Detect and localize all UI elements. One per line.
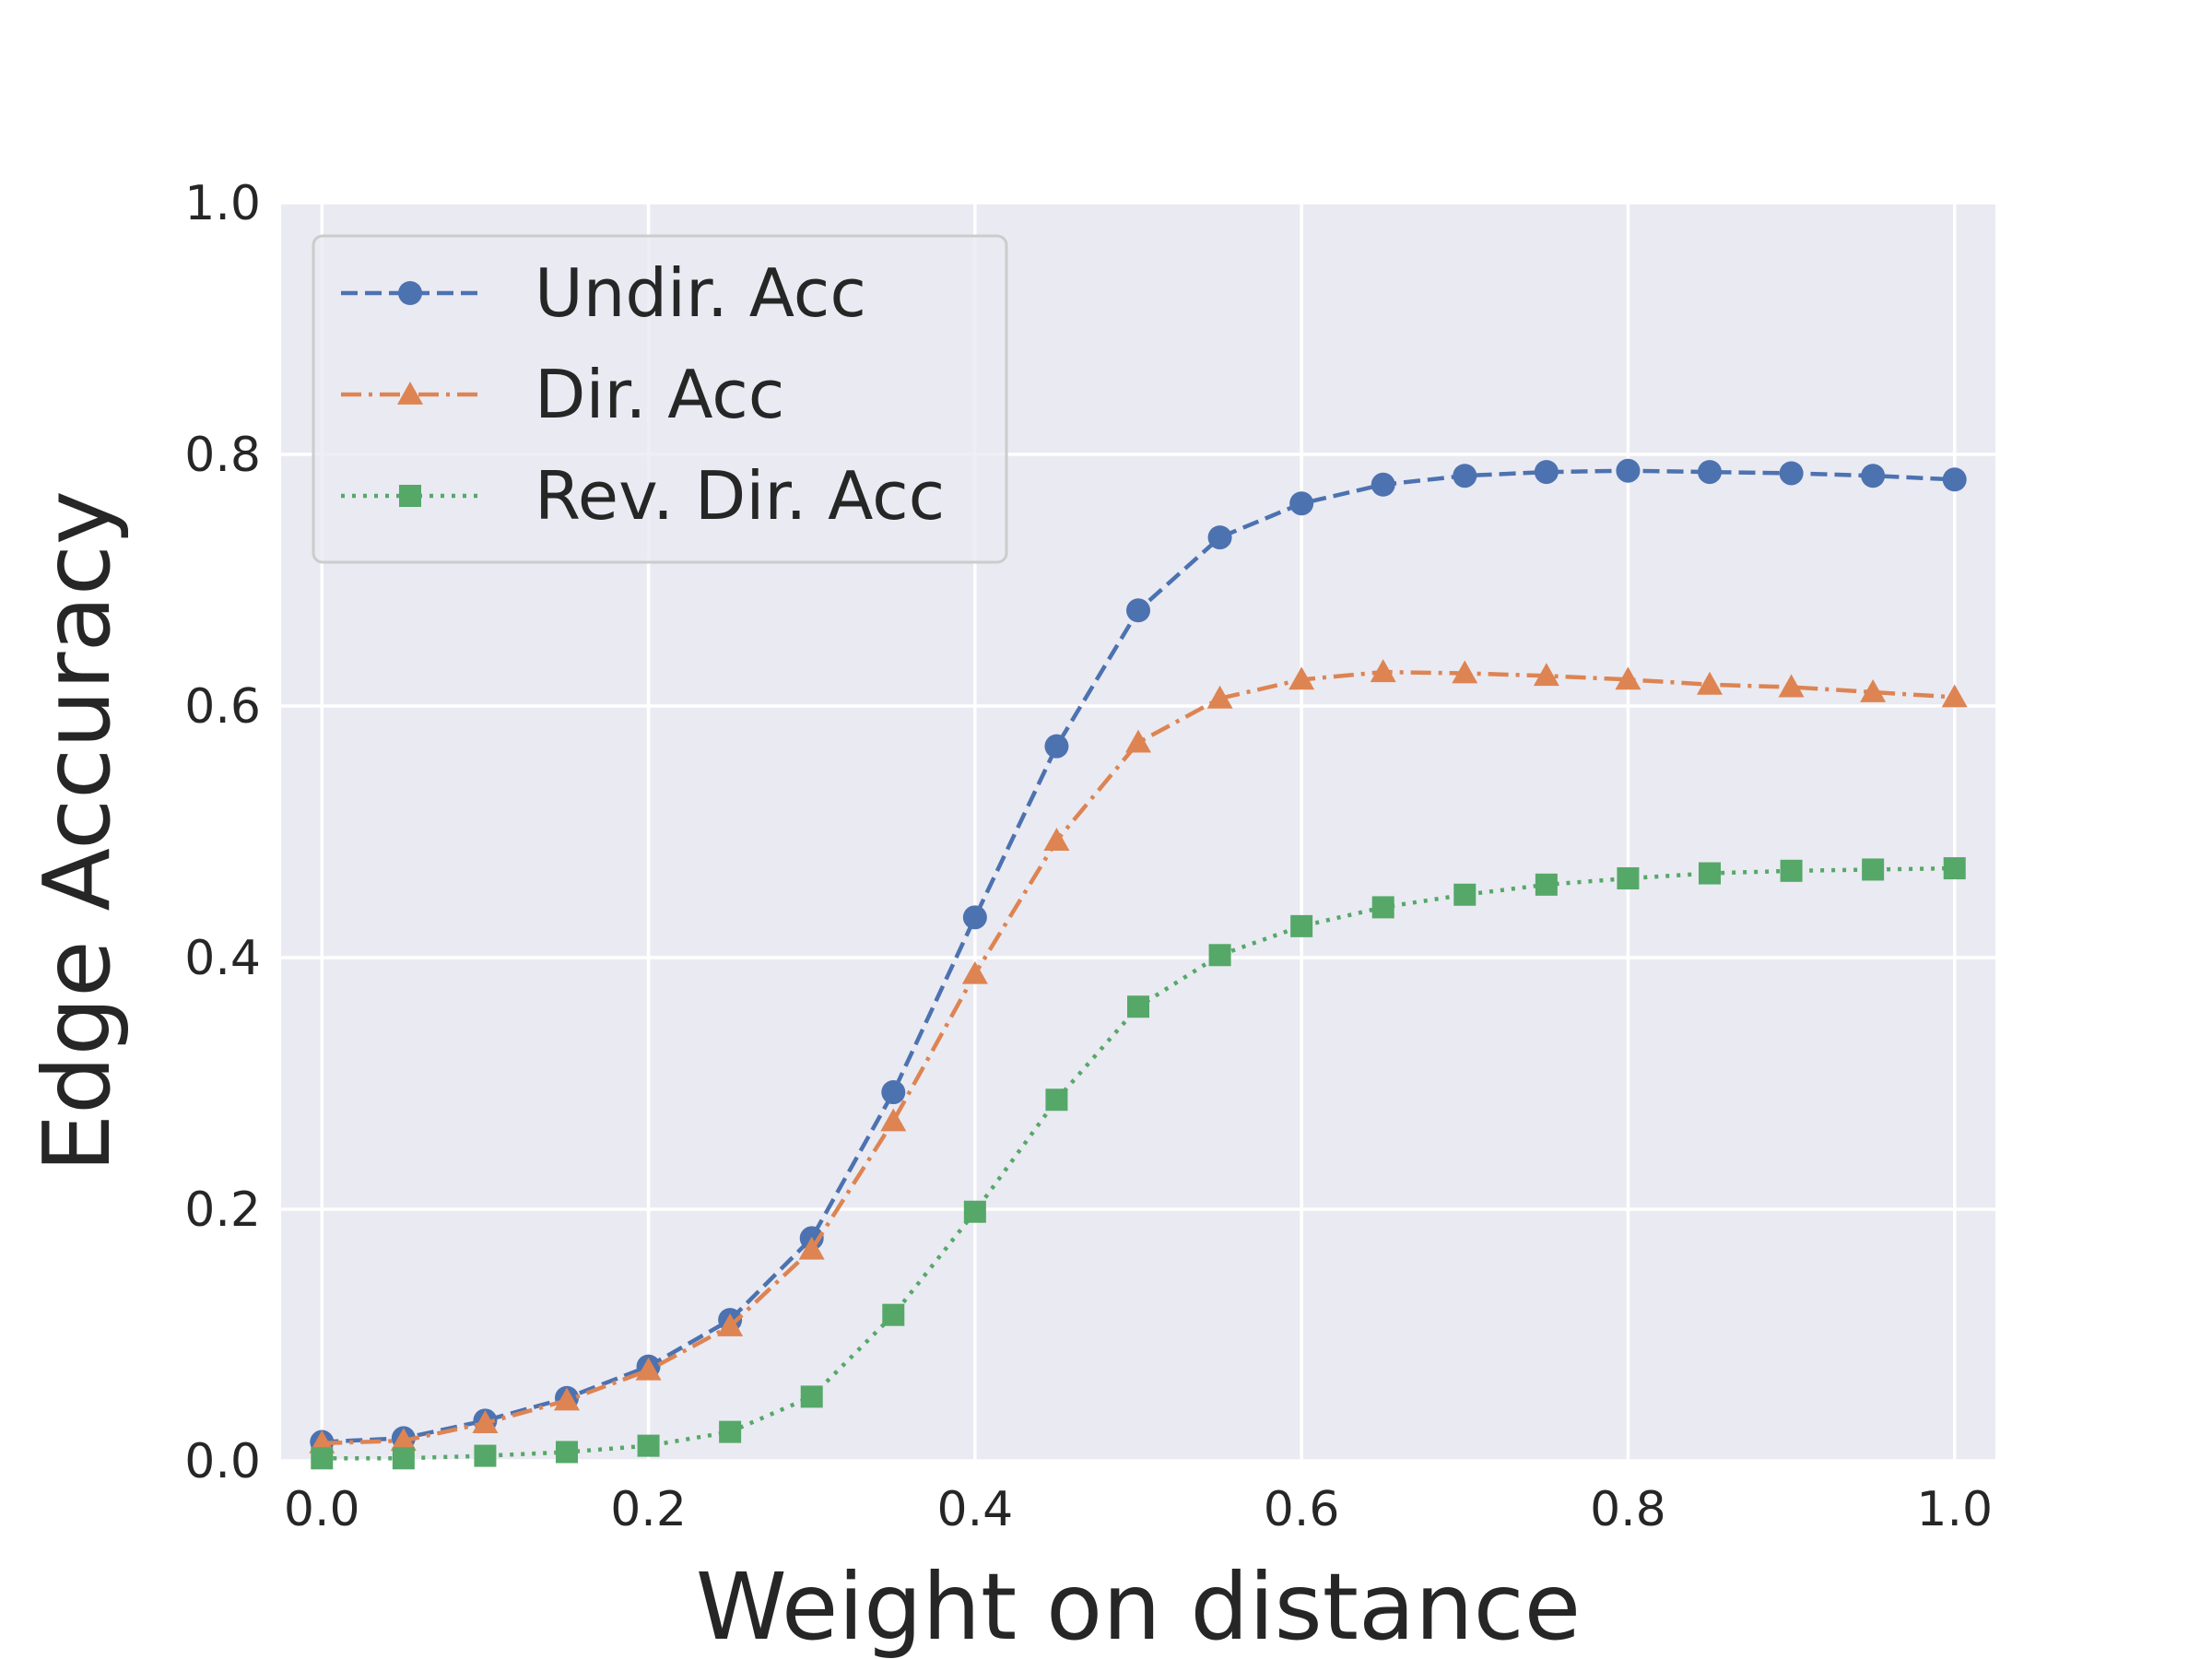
- series-1-point: [1533, 663, 1559, 687]
- legend-label-1: Dir. Acc: [535, 356, 784, 433]
- y-tick-label: 0.8: [184, 428, 261, 483]
- series-1-point: [880, 1108, 907, 1132]
- series-2-point: [1943, 857, 1966, 880]
- series-2-point: [637, 1434, 660, 1457]
- series-2-point: [719, 1420, 742, 1443]
- series-1-point: [798, 1236, 825, 1260]
- series-2-point: [800, 1385, 823, 1408]
- x-tick-label: 0.2: [610, 1482, 687, 1537]
- series-1-point: [1043, 828, 1070, 851]
- legend-item-0: Undir. Acc: [341, 254, 866, 332]
- x-tick-label: 0.4: [937, 1482, 1014, 1537]
- series-2-point: [1617, 867, 1640, 890]
- series-2-point: [963, 1200, 986, 1223]
- series-1-point: [1778, 674, 1805, 698]
- series-0-point: [1698, 460, 1722, 485]
- series-2-point: [1699, 862, 1721, 885]
- series-1-point: [1615, 666, 1641, 690]
- series-1-point: [1288, 666, 1315, 690]
- series-2-point: [1290, 914, 1313, 937]
- series-2-point: [1862, 858, 1885, 881]
- y-tick-label: 0.4: [184, 931, 261, 986]
- series-1-point: [1697, 671, 1723, 695]
- legend-items: Undir. Acc Dir. Acc Rev. Dir. Acc: [341, 254, 945, 535]
- series-2-point: [1535, 873, 1558, 896]
- series-2-point: [311, 1447, 334, 1470]
- series-1-point: [961, 960, 988, 984]
- series-2-point: [474, 1444, 497, 1467]
- series-1-point: [390, 1428, 417, 1452]
- series-0-point: [1942, 467, 1967, 492]
- series-1-point: [717, 1312, 744, 1336]
- series-0-point: [1044, 734, 1069, 759]
- series-0-point: [962, 905, 987, 930]
- series-1-point: [1370, 659, 1396, 683]
- legend-item-2: Rev. Dir. Acc: [341, 457, 945, 535]
- y-tick-labels: 0.0 0.2 0.4 0.6 0.8 1.0: [184, 176, 261, 1489]
- series-0-point: [1534, 460, 1559, 485]
- y-tick-label: 0.0: [184, 1434, 261, 1489]
- series-2-point: [1780, 859, 1803, 882]
- x-tick-label: 1.0: [1916, 1482, 1993, 1537]
- legend-item-1: Dir. Acc: [341, 356, 784, 433]
- series-layer: [309, 458, 1968, 1470]
- legend: Undir. Acc Dir. Acc Rev. Dir. Acc: [312, 234, 1008, 564]
- y-tick-label: 1.0: [184, 176, 261, 231]
- legend-label-2: Rev. Dir. Acc: [535, 457, 945, 535]
- series-2-point: [1127, 995, 1149, 1018]
- series-0-point: [1861, 464, 1886, 488]
- legend-marker-1: [397, 382, 423, 405]
- series-1-point: [635, 1357, 662, 1381]
- series-0-point: [1207, 525, 1232, 550]
- x-tick-label: 0.0: [284, 1482, 360, 1537]
- y-axis-label: Edge Accuracy: [23, 490, 131, 1172]
- x-tick-labels: 0.0 0.2 0.4 0.6 0.8 1.0: [284, 1482, 1993, 1537]
- y-tick-label: 0.6: [184, 679, 261, 735]
- series-1-point: [1452, 660, 1478, 684]
- legend-label-0: Undir. Acc: [535, 254, 866, 332]
- series-1-point: [1206, 685, 1233, 709]
- series-2-point: [556, 1441, 578, 1464]
- legend-marker-0: [398, 281, 422, 305]
- series-0-point: [1126, 598, 1150, 623]
- series-0-point: [1616, 458, 1641, 483]
- series-2: [311, 857, 1966, 1470]
- series-2-point: [1453, 883, 1477, 906]
- legend-marker-2: [399, 485, 421, 507]
- series-0-point: [1779, 461, 1804, 486]
- series-1-point: [1941, 684, 1968, 708]
- series-0-point: [1453, 464, 1477, 488]
- series-2-point: [1045, 1088, 1068, 1112]
- series-1-point: [472, 1410, 499, 1433]
- series-1: [309, 659, 1968, 1453]
- series-2-point: [1208, 944, 1231, 967]
- series-line-1: [322, 669, 1955, 1446]
- series-0-point: [1289, 491, 1314, 516]
- series-2-point: [1371, 896, 1394, 919]
- series-1-point: [1125, 729, 1151, 753]
- x-axis-label: Weight on distance: [696, 1553, 1581, 1659]
- series-0-point: [1371, 472, 1395, 497]
- series-1-point: [1860, 678, 1887, 702]
- series-0-point: [881, 1080, 906, 1105]
- series-2-point: [392, 1447, 415, 1470]
- x-tick-label: 0.6: [1264, 1482, 1340, 1537]
- series-2-point: [882, 1303, 905, 1326]
- series-1-point: [554, 1387, 580, 1411]
- x-tick-label: 0.8: [1590, 1482, 1666, 1537]
- y-tick-label: 0.2: [184, 1182, 261, 1238]
- legend-box: [312, 234, 1008, 564]
